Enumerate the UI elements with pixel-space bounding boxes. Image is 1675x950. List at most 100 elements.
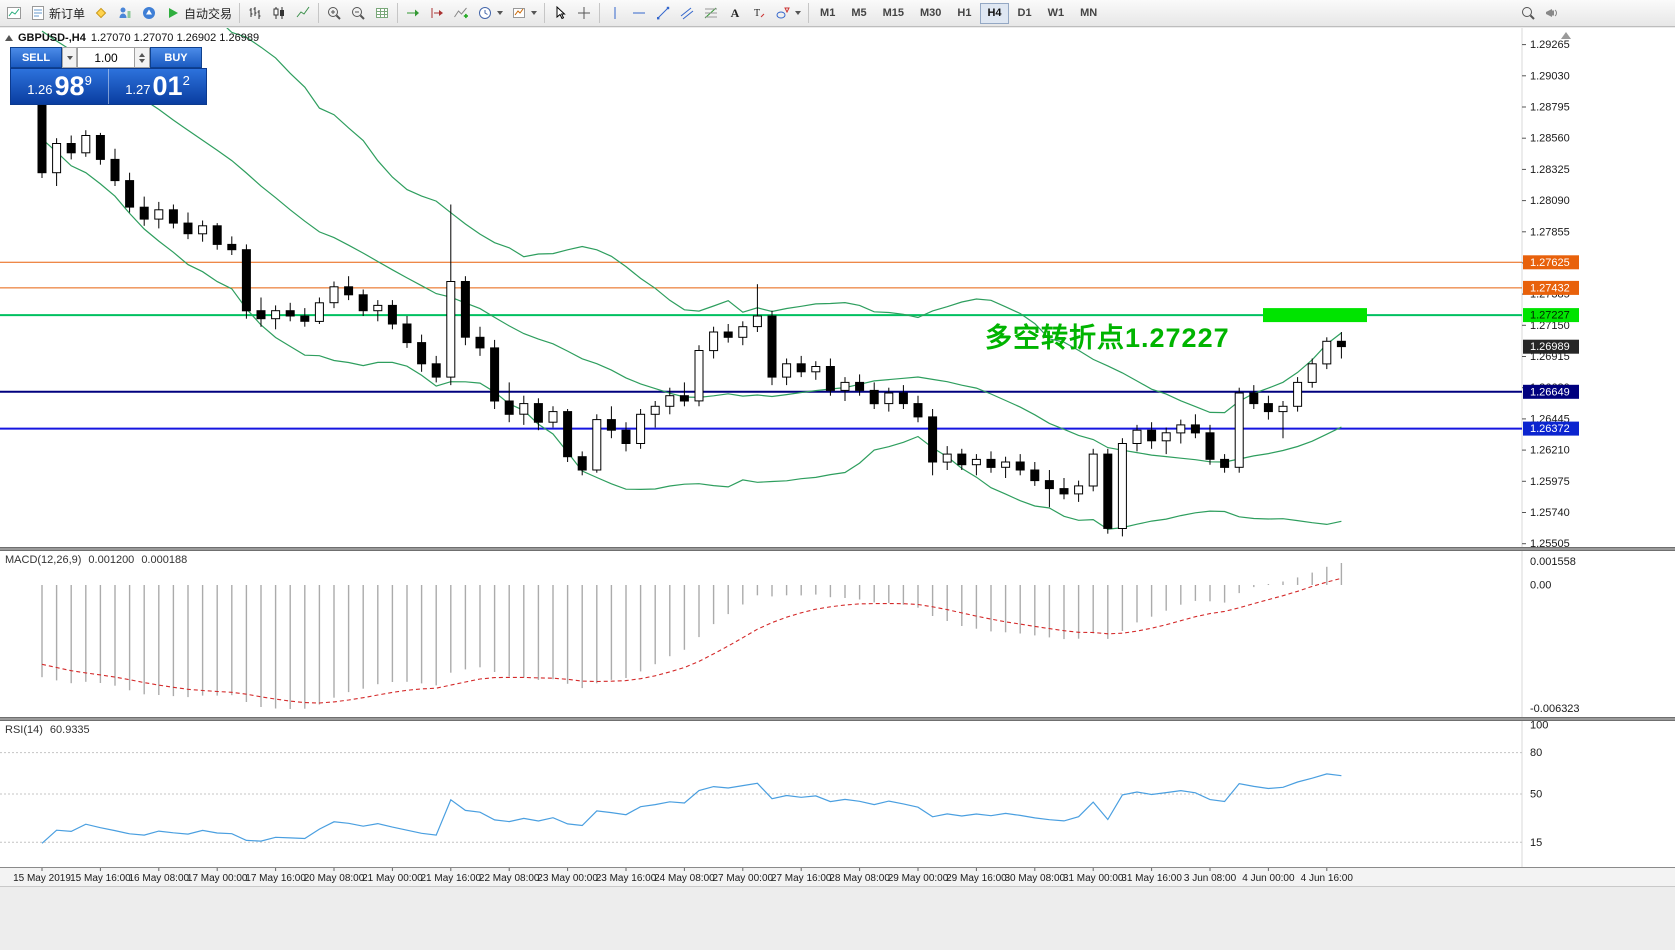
profiles-button[interactable] xyxy=(89,1,113,25)
order-options-dropdown[interactable] xyxy=(62,47,77,68)
candle-body xyxy=(957,453,967,466)
svg-text:0.00: 0.00 xyxy=(1530,580,1551,592)
bottom-margin xyxy=(0,886,1675,950)
buy-price[interactable]: 1.27 01 2 xyxy=(109,69,206,104)
timeframe-M1[interactable]: M1 xyxy=(813,3,842,24)
candle-body xyxy=(796,363,806,373)
volume-input[interactable] xyxy=(77,47,135,68)
svg-text:80: 80 xyxy=(1530,747,1542,759)
candle-body xyxy=(636,413,646,444)
price-tick-label: 1.28795 xyxy=(1530,102,1570,114)
candle-body xyxy=(66,143,76,154)
svg-text:1.26989: 1.26989 xyxy=(1530,341,1570,353)
candle-body xyxy=(1234,392,1244,468)
zoom-out-button[interactable] xyxy=(346,1,370,25)
text-label-icon: T xyxy=(754,8,765,19)
main-chart-canvas[interactable]: 1.29265 1.29030 1.28795 1.28560 1.28325 1.280… xyxy=(0,28,1675,547)
line-chart-button[interactable] xyxy=(291,1,315,25)
timeframe-H4[interactable]: H4 xyxy=(980,2,1009,24)
cursor-button[interactable] xyxy=(548,1,572,25)
sell-price[interactable]: 1.26 98 9 xyxy=(11,69,108,104)
indicators-button[interactable] xyxy=(449,1,473,25)
highlight-rect[interactable] xyxy=(1263,308,1367,323)
quote-row: 1.26 98 9 1.27 01 2 xyxy=(10,68,207,105)
new-order-button[interactable]: 新订单 xyxy=(26,1,89,25)
panel-resize-divider[interactable] xyxy=(0,547,1675,551)
periods-button[interactable] xyxy=(473,1,507,25)
candle-body xyxy=(1074,485,1084,495)
zoom-in-button[interactable] xyxy=(322,1,346,25)
candle-body xyxy=(679,395,689,402)
horizontal-line-button[interactable] xyxy=(627,1,651,25)
text-label-button[interactable]: T xyxy=(747,1,771,25)
navigator-button[interactable] xyxy=(137,1,161,25)
templates-button[interactable] xyxy=(507,1,541,25)
panel-resize-divider[interactable] xyxy=(0,717,1675,721)
time-label: 3 Jun 08:00 xyxy=(1184,873,1237,884)
macd-panel-canvas[interactable]: 0.001558 0.00 -0.006323 xyxy=(0,551,1675,717)
candle-body xyxy=(1147,429,1157,442)
volume-spinner[interactable] xyxy=(135,47,150,68)
chart-shift-button[interactable] xyxy=(425,1,449,25)
macd-value: 0.001200 xyxy=(88,554,135,566)
search-icon xyxy=(1522,7,1535,20)
timeframe-MN[interactable]: MN xyxy=(1073,3,1104,24)
timeframe-M30[interactable]: M30 xyxy=(913,3,948,24)
cursor-arrow-icon xyxy=(556,5,566,20)
candlestick-chart-button[interactable] xyxy=(267,1,291,25)
candle-body xyxy=(840,381,850,391)
bollinger-upper xyxy=(226,28,1342,414)
time-label: 29 May 00:00 xyxy=(888,873,949,884)
fibonacci-button[interactable] xyxy=(699,1,723,25)
grid-button[interactable] xyxy=(370,1,394,25)
bar-chart-icon xyxy=(249,7,261,19)
search-button[interactable] xyxy=(1516,1,1540,25)
timeframe-W1[interactable]: W1 xyxy=(1041,3,1072,24)
price-badge xyxy=(1523,421,1579,436)
timeframe-M5[interactable]: M5 xyxy=(844,3,873,24)
channel-button[interactable] xyxy=(675,1,699,25)
chart-window[interactable]: 1.29265 1.29030 1.28795 1.28560 1.28325 1.280… xyxy=(0,28,1675,950)
text-button[interactable]: A xyxy=(723,1,747,25)
auto-trading-button[interactable]: 自动交易 xyxy=(161,1,236,25)
symbol-label: GBPUSD-,H4 xyxy=(18,32,86,44)
crosshair-button[interactable] xyxy=(572,1,596,25)
auto-scroll-button[interactable] xyxy=(401,1,425,25)
trendline-icon xyxy=(657,6,670,20)
rsi-panel-canvas[interactable]: 100 80 50 15 xyxy=(0,721,1675,867)
buy-button[interactable]: BUY xyxy=(150,47,202,68)
candle-body xyxy=(811,366,821,373)
toolbar-separator xyxy=(239,3,241,23)
svg-text:100: 100 xyxy=(1530,721,1548,732)
new-chart-button[interactable] xyxy=(2,1,26,25)
candle-body xyxy=(475,336,485,349)
indicators-icon xyxy=(454,7,469,19)
chevron-down-icon xyxy=(795,11,802,15)
timeframe-H1[interactable]: H1 xyxy=(950,3,978,24)
vertical-line-button[interactable] xyxy=(603,1,627,25)
spinner-up-icon xyxy=(139,52,145,57)
sell-button[interactable]: SELL xyxy=(10,47,62,68)
candle-body xyxy=(344,286,354,296)
timeframe-D1[interactable]: D1 xyxy=(1011,3,1039,24)
svg-text:A: A xyxy=(731,6,740,20)
candle-body xyxy=(139,206,149,220)
candle-body xyxy=(1293,381,1303,407)
time-label: 15 May 16:00 xyxy=(70,873,131,884)
shapes-button[interactable] xyxy=(771,1,805,25)
toolbar-separator xyxy=(318,3,320,23)
market-watch-button[interactable] xyxy=(113,1,137,25)
bar-chart-button[interactable] xyxy=(243,1,267,25)
price-tick-label: 1.25740 xyxy=(1530,507,1570,519)
megaphone-button[interactable] xyxy=(1540,1,1564,25)
svg-text:1.26372: 1.26372 xyxy=(1530,423,1570,435)
timeframe-M15[interactable]: M15 xyxy=(876,3,911,24)
collapse-panel-icon[interactable] xyxy=(5,35,13,41)
trendline-button[interactable] xyxy=(651,1,675,25)
buy-price-prefix: 1.27 xyxy=(125,82,151,97)
annotation-text[interactable]: 多空转折点1.27227 xyxy=(985,323,1230,353)
scroll-up-icon[interactable] xyxy=(1561,32,1571,39)
price-tick-label: 1.25975 xyxy=(1530,476,1570,488)
candle-body xyxy=(1059,488,1069,495)
